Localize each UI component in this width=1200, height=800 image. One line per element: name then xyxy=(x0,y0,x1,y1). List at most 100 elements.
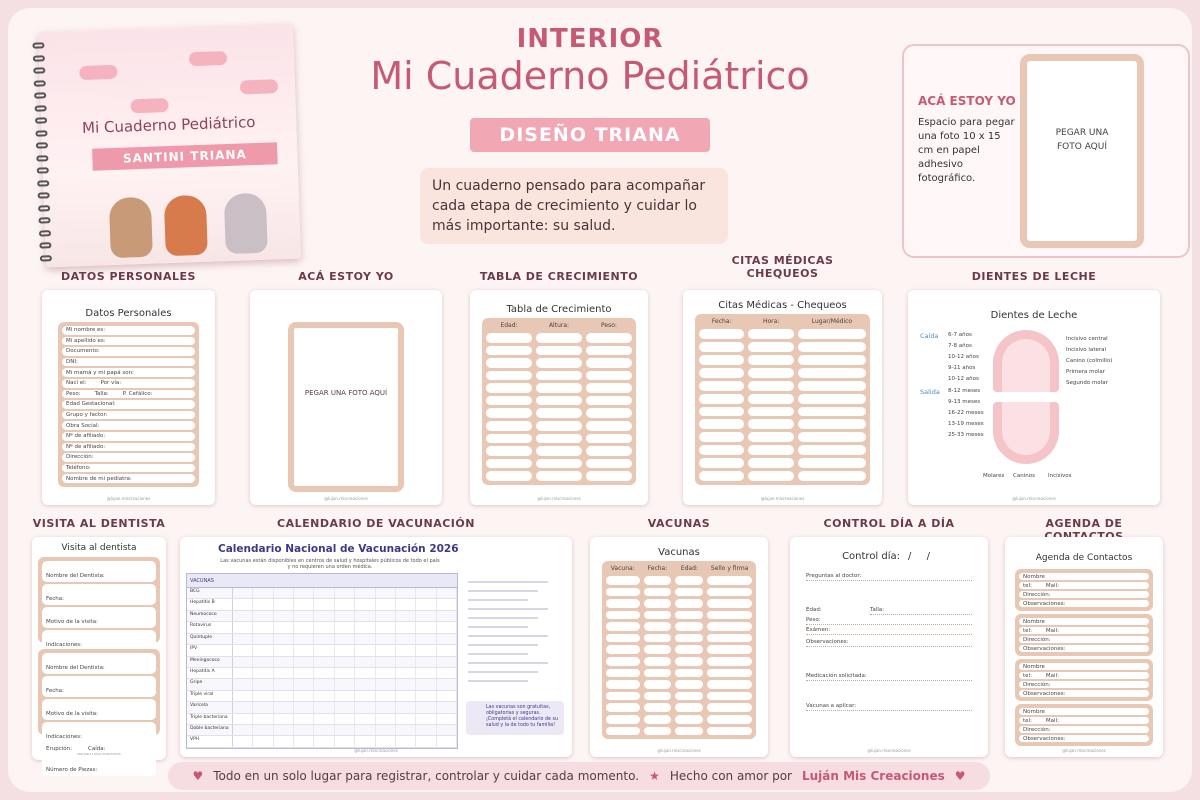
grid-cell xyxy=(294,656,315,667)
field-row: Dirección: xyxy=(62,453,195,462)
grid-row: VPH xyxy=(187,736,457,748)
grid-cell xyxy=(314,633,335,645)
fall-age: 10-12 años xyxy=(948,376,979,382)
cell xyxy=(748,393,794,404)
field-label: Mi nombre es: xyxy=(66,327,106,334)
spiral xyxy=(32,54,45,62)
cell xyxy=(699,367,745,378)
notebook-page: @lujan.miscreaciones Visita al dentista No… xyxy=(32,537,166,776)
cell xyxy=(536,345,582,356)
field-row: Nombre xyxy=(1019,663,1149,670)
form-box: Mi nombre es: Mi apellido es: Documento: DN… xyxy=(58,322,199,487)
field-label: Nombre del Dentista: xyxy=(46,573,105,579)
grid-cell xyxy=(355,713,376,725)
grid-cell xyxy=(233,736,254,747)
field-label: Medicación solicitada: xyxy=(806,673,867,679)
grid-cell xyxy=(396,633,417,645)
spiral xyxy=(39,254,52,262)
cell xyxy=(486,471,532,481)
cell xyxy=(586,358,632,368)
cell xyxy=(707,610,753,620)
grid-cell xyxy=(233,656,254,667)
cell xyxy=(675,610,704,620)
grid-cell xyxy=(294,725,315,736)
cell xyxy=(748,341,794,352)
field-label: Observaciones: xyxy=(806,639,849,645)
cell xyxy=(675,657,704,666)
column: Vacuna: xyxy=(606,565,640,736)
cell xyxy=(606,703,640,712)
notebook-page: @lujan.miscreaciones Citas Médicas - Cheq… xyxy=(683,290,882,505)
grid-cell xyxy=(376,645,396,656)
section-label: CITAS MÉDICAS CHEQUEOS xyxy=(731,254,834,280)
page-title: Datos Personales xyxy=(85,308,172,319)
animal xyxy=(108,196,153,259)
grid-cell xyxy=(437,679,457,690)
grid-cell xyxy=(314,645,335,656)
cell xyxy=(643,691,672,701)
cell xyxy=(586,333,632,343)
field-row: tel: Mail: xyxy=(1019,582,1149,589)
section-label: CALENDARIO DE VACUNACIÓN xyxy=(277,517,475,530)
notebook-page: @lujan.miscreaciones Calendario Nacional … xyxy=(180,537,572,757)
grid-cell xyxy=(233,679,254,690)
fall-age: 9-11 años xyxy=(948,365,976,371)
field-row: Mi apellido es: xyxy=(62,336,195,346)
cell xyxy=(643,668,672,678)
grid-cell xyxy=(294,610,315,622)
grid-cell xyxy=(355,679,376,690)
grid-cell xyxy=(274,588,295,599)
grid-cell xyxy=(294,679,315,690)
cell xyxy=(699,471,745,482)
grid-cell xyxy=(233,588,254,599)
column-header: Fecha: xyxy=(647,565,668,572)
photo-frame: PEGAR UNA FOTO AQUÍ xyxy=(288,322,404,492)
grid-cell xyxy=(253,702,274,713)
cell xyxy=(797,432,866,443)
field-row: Observaciones: xyxy=(1019,645,1149,652)
grid-cell xyxy=(416,656,437,667)
lower-arch xyxy=(993,402,1059,464)
field-label: Mail: xyxy=(1045,672,1059,679)
cell xyxy=(606,726,640,736)
cell xyxy=(707,726,753,736)
field-label: Nº de afiliado: xyxy=(66,443,106,450)
cell xyxy=(606,622,640,631)
cover-title: Mi Cuaderno Pediátrico xyxy=(81,112,256,138)
grid-cell xyxy=(416,725,437,736)
grid-cell xyxy=(335,610,356,622)
column: Sello y firma xyxy=(707,565,753,736)
cell xyxy=(643,714,672,724)
field-row: Nombre xyxy=(1019,573,1149,580)
note-line xyxy=(468,635,548,637)
notebook-page: @lujan.miscreaciones Agenda de Contactos N… xyxy=(1005,537,1163,757)
grid-cell xyxy=(253,736,274,747)
credit: @lujan.miscreaciones xyxy=(537,496,581,501)
grid-cell xyxy=(314,588,335,599)
field-row: Mi nombre es: xyxy=(62,326,195,335)
field-label: Teléfono: xyxy=(66,465,91,472)
field-label: Dirección: xyxy=(1023,681,1051,688)
cell xyxy=(748,445,794,456)
field-label: Nombre xyxy=(1023,708,1045,715)
field-label: Dirección: xyxy=(1023,591,1051,598)
cell xyxy=(707,668,753,678)
grid-cell xyxy=(355,599,376,610)
grid-cell xyxy=(335,667,356,679)
cell xyxy=(606,668,640,678)
grid-cell xyxy=(233,667,254,679)
grid-cell xyxy=(294,690,315,702)
grid-cell xyxy=(274,702,295,713)
cell xyxy=(748,406,794,417)
field-label: Preguntas al doctor: xyxy=(806,573,862,579)
grid-cell xyxy=(274,622,295,633)
cell xyxy=(699,406,745,417)
cell xyxy=(536,433,582,444)
cell xyxy=(675,714,704,724)
cell xyxy=(486,395,532,406)
field-label: Edad Gestacional: xyxy=(66,401,116,408)
notebook-page: @lujan.miscreaciones Dientes de Leche Caíd… xyxy=(908,290,1160,505)
cell xyxy=(675,691,704,701)
erupt-age: 13-19 meses xyxy=(948,421,984,427)
grid-cell xyxy=(376,679,396,690)
